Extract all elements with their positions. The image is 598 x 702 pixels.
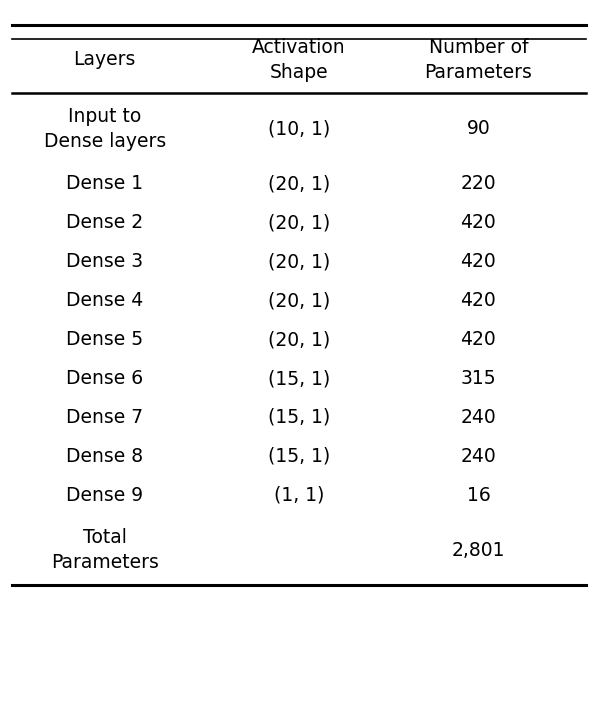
Text: (1, 1): (1, 1) <box>274 486 324 505</box>
Text: Layers: Layers <box>74 50 136 69</box>
Text: Dense 1: Dense 1 <box>66 174 143 193</box>
Text: (20, 1): (20, 1) <box>268 252 330 271</box>
Text: Dense 8: Dense 8 <box>66 447 143 466</box>
Text: 2,801: 2,801 <box>451 541 505 559</box>
Text: 420: 420 <box>460 330 496 349</box>
Text: Dense 9: Dense 9 <box>66 486 143 505</box>
Text: Activation
Shape: Activation Shape <box>252 38 346 81</box>
Text: Number of
Parameters: Number of Parameters <box>425 38 532 81</box>
Text: Input to
Dense layers: Input to Dense layers <box>44 107 166 151</box>
Text: Dense 7: Dense 7 <box>66 408 143 427</box>
Text: 240: 240 <box>460 408 496 427</box>
Text: 16: 16 <box>466 486 490 505</box>
Text: Dense 2: Dense 2 <box>66 213 143 232</box>
Text: (20, 1): (20, 1) <box>268 174 330 193</box>
Text: 90: 90 <box>466 119 490 138</box>
Text: 240: 240 <box>460 447 496 466</box>
Text: Dense 5: Dense 5 <box>66 330 143 349</box>
Text: (20, 1): (20, 1) <box>268 330 330 349</box>
Text: (10, 1): (10, 1) <box>268 119 330 138</box>
Text: 420: 420 <box>460 291 496 310</box>
Text: 220: 220 <box>460 174 496 193</box>
Text: (15, 1): (15, 1) <box>268 408 330 427</box>
Text: Dense 3: Dense 3 <box>66 252 143 271</box>
Text: (20, 1): (20, 1) <box>268 213 330 232</box>
Text: (20, 1): (20, 1) <box>268 291 330 310</box>
Text: Total
Parameters: Total Parameters <box>51 529 158 572</box>
Text: 315: 315 <box>460 369 496 388</box>
Text: 420: 420 <box>460 213 496 232</box>
Text: 420: 420 <box>460 252 496 271</box>
Text: (15, 1): (15, 1) <box>268 447 330 466</box>
Text: (15, 1): (15, 1) <box>268 369 330 388</box>
Text: Dense 6: Dense 6 <box>66 369 143 388</box>
Text: Dense 4: Dense 4 <box>66 291 144 310</box>
